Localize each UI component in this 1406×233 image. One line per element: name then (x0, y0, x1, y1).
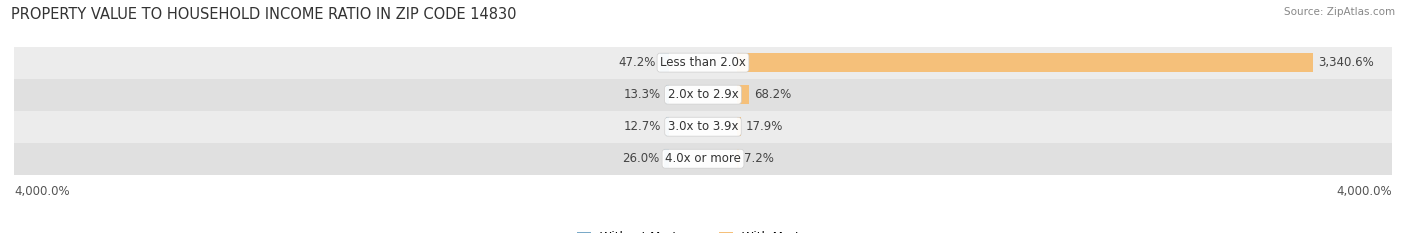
Legend: Without Mortgage, With Mortgage: Without Mortgage, With Mortgage (572, 226, 834, 233)
Text: 12.7%: 12.7% (624, 120, 661, 133)
Text: 7.2%: 7.2% (744, 152, 773, 165)
Text: 4,000.0%: 4,000.0% (1336, 185, 1392, 198)
Text: 4.0x or more: 4.0x or more (665, 152, 741, 165)
Bar (14, 111, 1392, 143)
Bar (666, 85, 669, 104)
Bar (738, 117, 741, 136)
Bar (661, 53, 669, 72)
Text: 4,000.0%: 4,000.0% (14, 185, 70, 198)
Bar (14, 143, 1392, 175)
Bar (14, 47, 1392, 79)
Text: 26.0%: 26.0% (621, 152, 659, 165)
Bar (664, 149, 669, 168)
Text: 13.3%: 13.3% (624, 88, 661, 101)
Text: 17.9%: 17.9% (745, 120, 783, 133)
Text: 68.2%: 68.2% (755, 88, 792, 101)
Bar (738, 53, 1313, 72)
Text: Source: ZipAtlas.com: Source: ZipAtlas.com (1284, 7, 1395, 17)
Text: 3,340.6%: 3,340.6% (1317, 56, 1374, 69)
Text: PROPERTY VALUE TO HOUSEHOLD INCOME RATIO IN ZIP CODE 14830: PROPERTY VALUE TO HOUSEHOLD INCOME RATIO… (11, 7, 517, 22)
Text: 2.0x to 2.9x: 2.0x to 2.9x (668, 88, 738, 101)
Text: Less than 2.0x: Less than 2.0x (659, 56, 747, 69)
Text: 3.0x to 3.9x: 3.0x to 3.9x (668, 120, 738, 133)
Bar (738, 85, 749, 104)
Bar (666, 117, 669, 136)
Text: 47.2%: 47.2% (617, 56, 655, 69)
Bar (14, 79, 1392, 111)
